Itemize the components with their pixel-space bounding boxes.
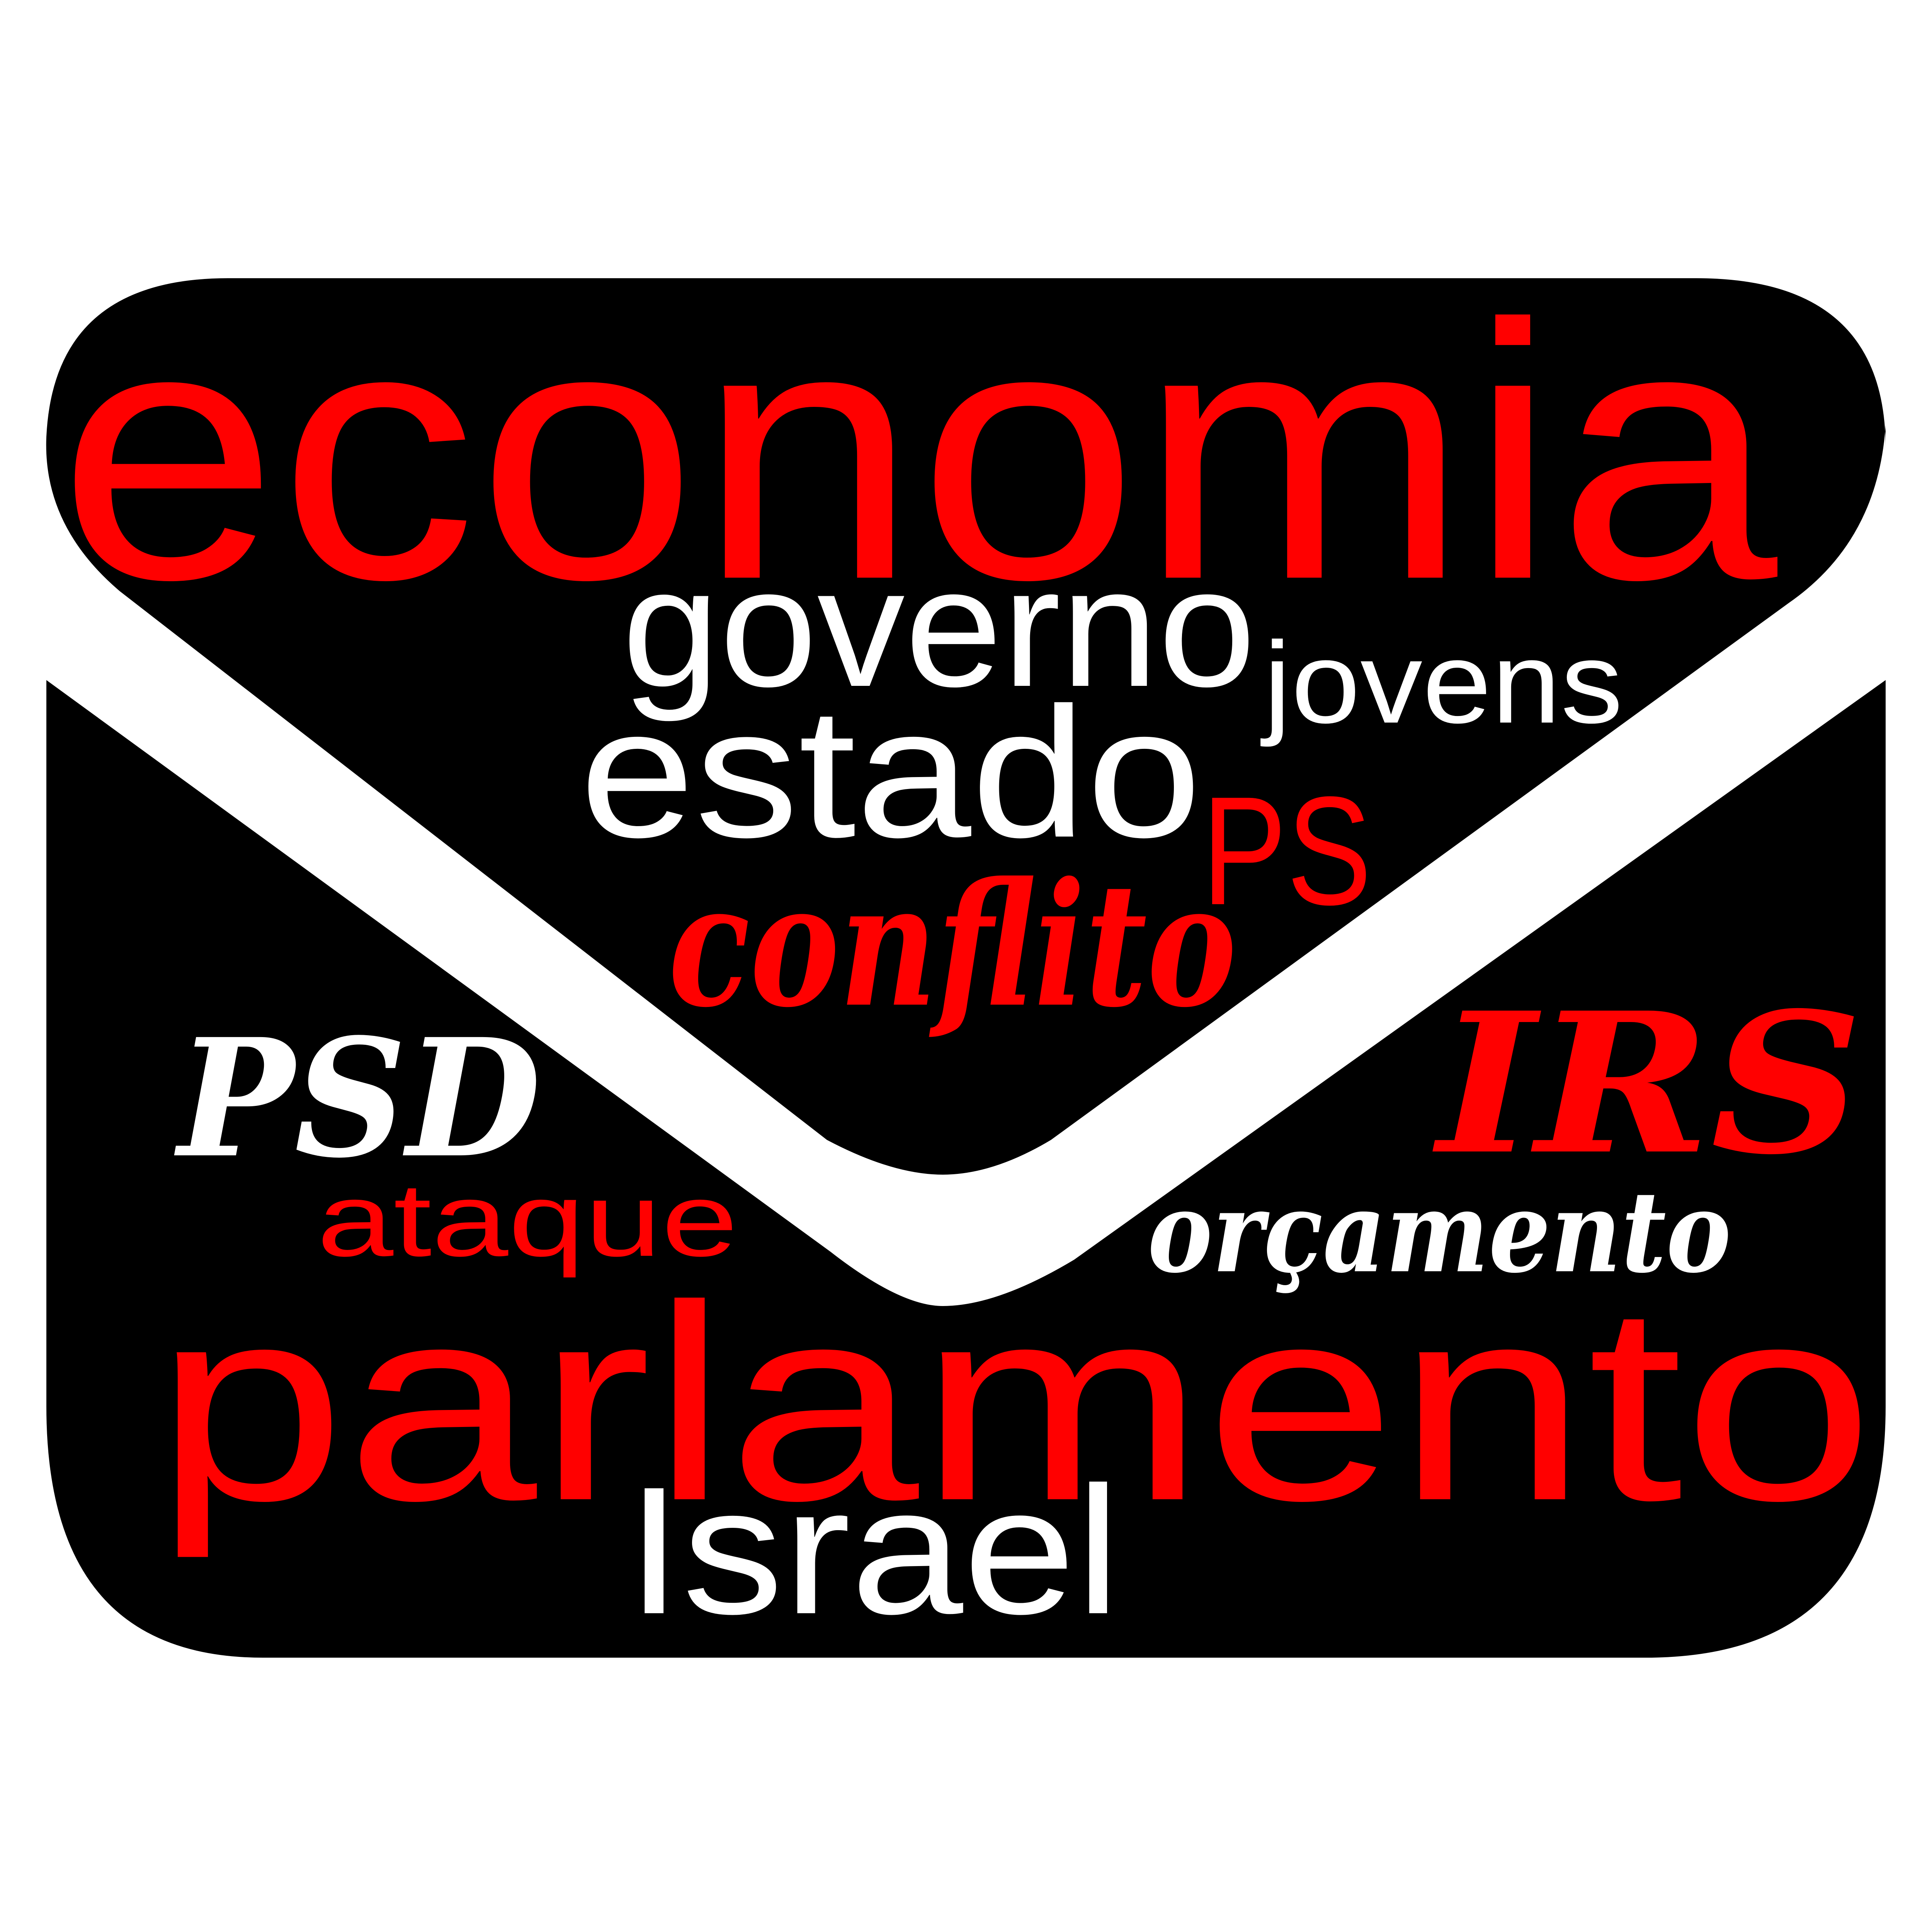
word-israel: Israel [626,1449,1121,1652]
word-ataque: ataque [317,1162,738,1279]
word-orcamento: orçamento [1148,1167,1731,1298]
word-ps: PS [1202,764,1372,937]
envelope-top-flap [46,278,1886,1175]
word-governo: governo [622,532,1256,723]
word-irs: IRS [1431,970,1862,1197]
envelope-lower-body [46,680,1886,1658]
word-estado: estado [580,668,1202,876]
word-economia: economia [58,249,1780,655]
envelope-icon [46,278,1886,1658]
word-conflito: conflito [668,845,1236,1045]
word-parlamento: parlamento [155,1247,1874,1560]
word-jovens: jovens [1260,617,1623,748]
word-psd: PSD [173,1003,542,1194]
